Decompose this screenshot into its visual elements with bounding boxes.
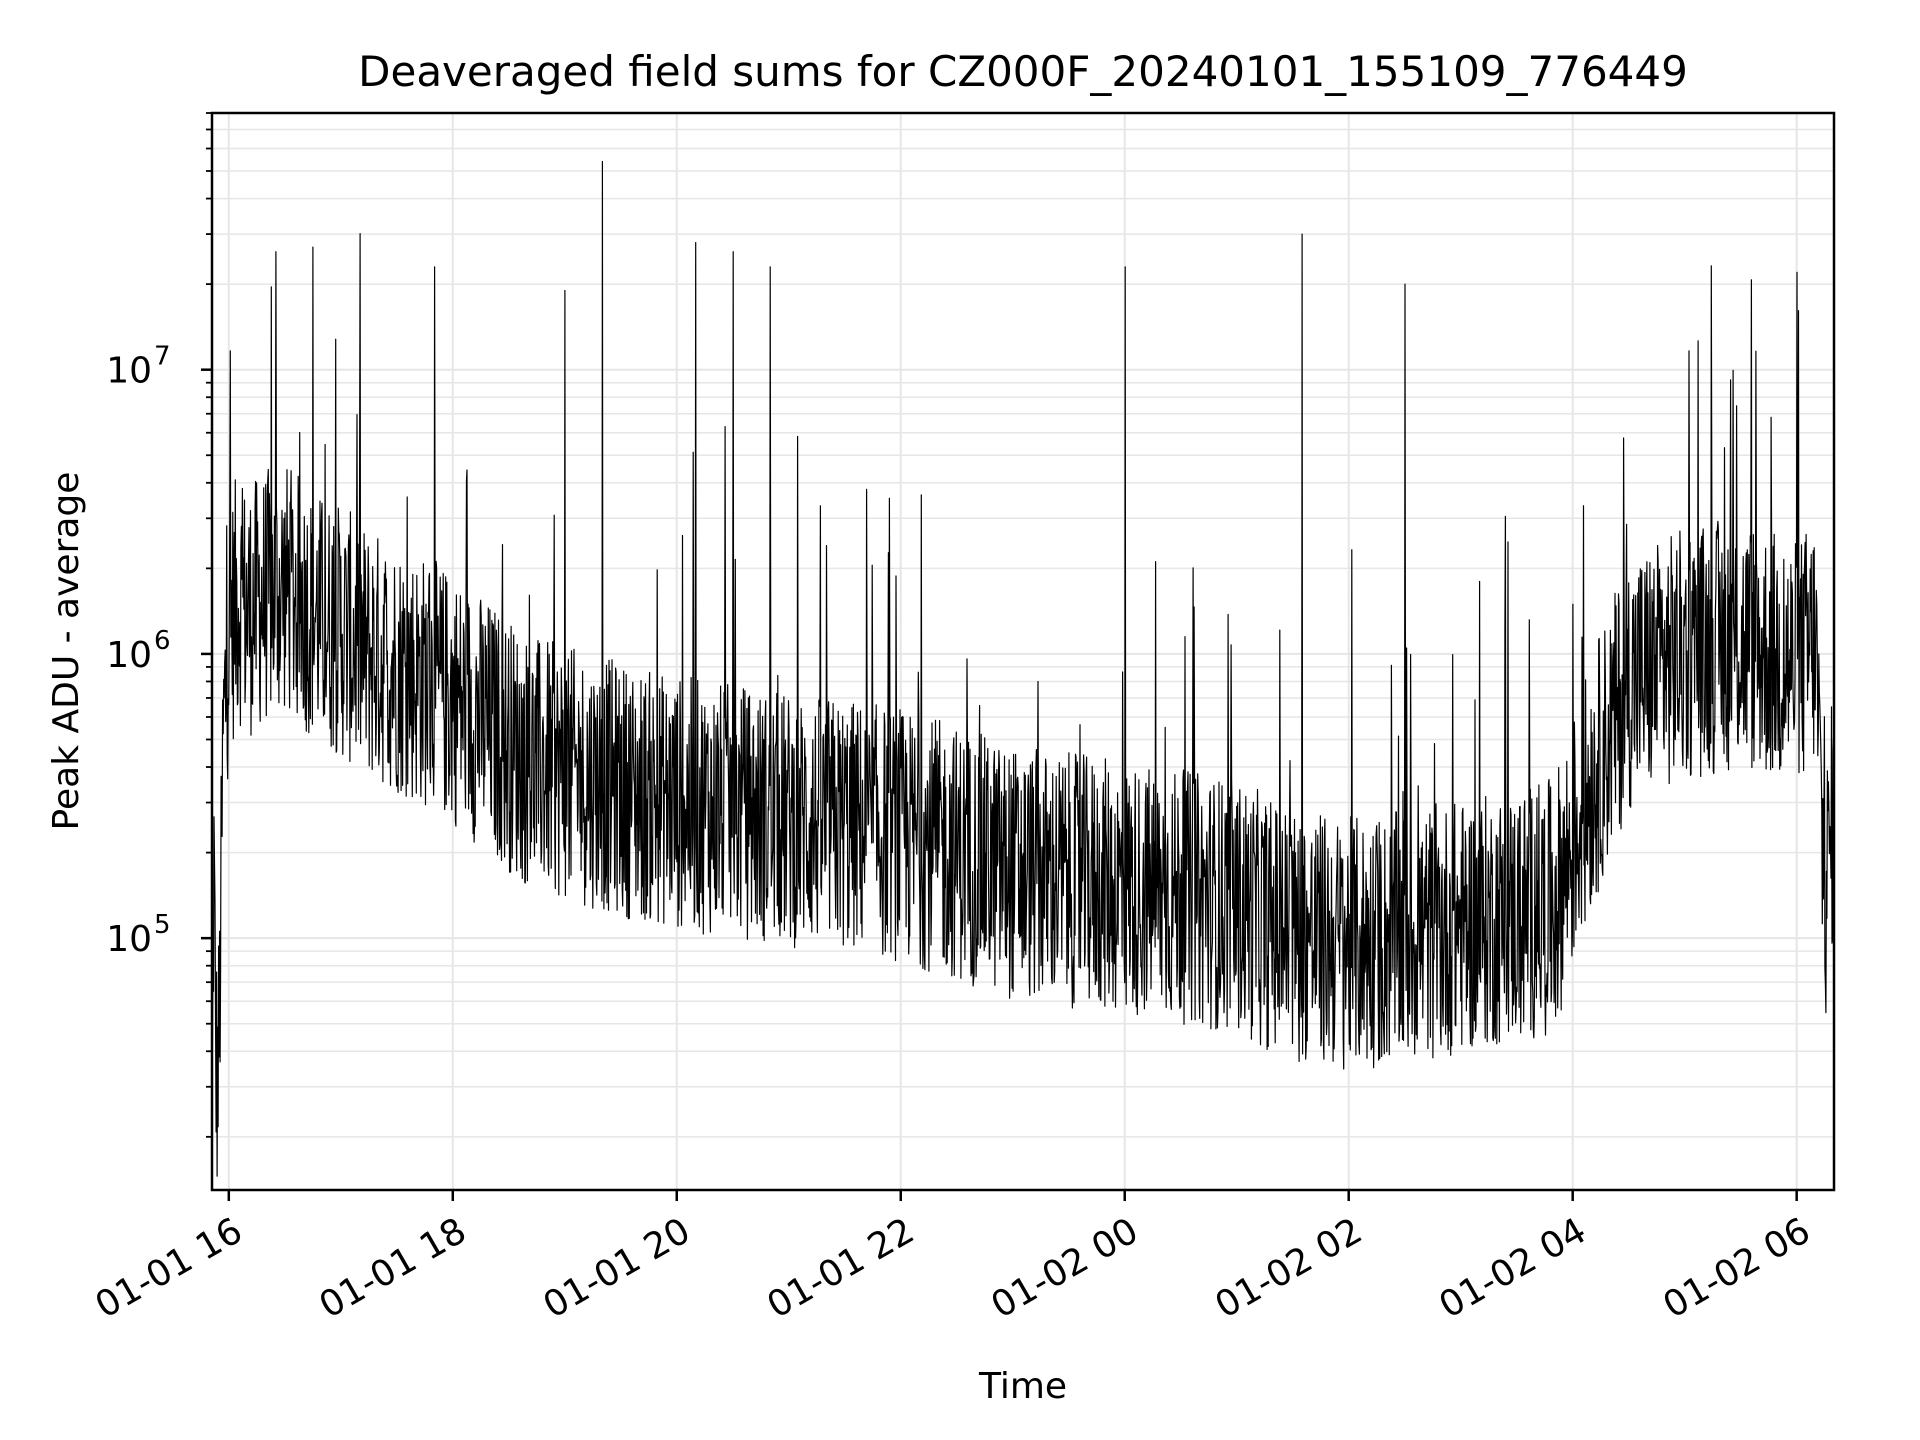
- y-tick-exponent: 5: [154, 910, 171, 940]
- y-tick-exponent: 6: [154, 626, 171, 656]
- series-group: [211, 160, 1835, 1177]
- plot-frame: [210, 111, 1836, 1192]
- y-tick-label: 10: [106, 351, 152, 392]
- y-tick-exponent: 7: [154, 342, 171, 372]
- x-axis-label: Time: [978, 1366, 1067, 1407]
- y-tick-label: 10: [106, 635, 152, 676]
- chart-title: Deaveraged field sums for CZ000F_2024010…: [358, 47, 1688, 96]
- y-tick-label: 10: [106, 919, 152, 960]
- y-axis-label: Peak ADU - average: [46, 472, 87, 831]
- series-line: [211, 160, 1835, 1177]
